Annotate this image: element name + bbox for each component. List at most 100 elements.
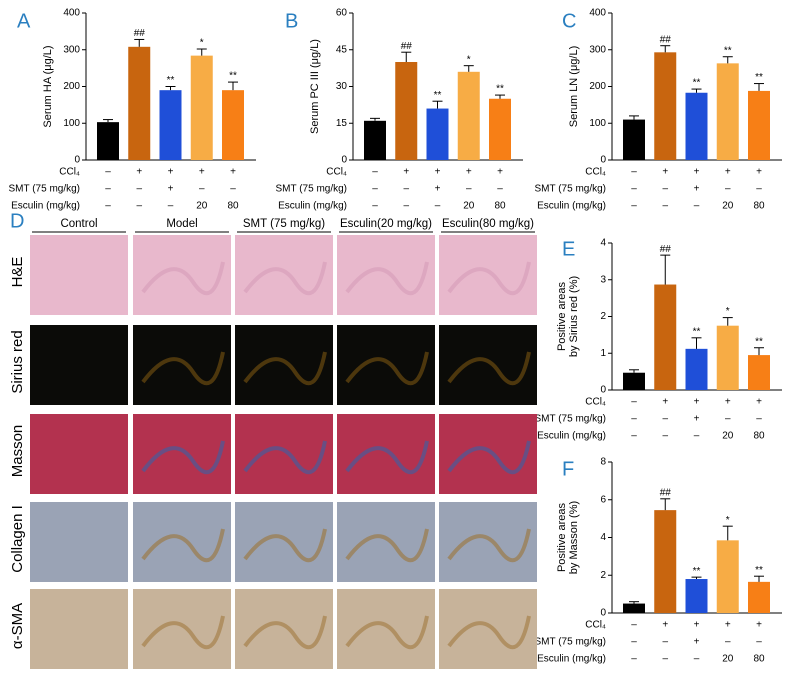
panel-letter: F (562, 458, 574, 480)
significance-marker: ** (693, 78, 701, 89)
treatment-cell: – (168, 201, 174, 212)
stain-pattern (345, 261, 429, 296)
micrograph (337, 502, 435, 582)
treatment-cell: – (631, 654, 637, 665)
panel-letter: A (17, 10, 31, 32)
row-label: Masson (9, 425, 26, 478)
treatment-cell: – (631, 184, 637, 195)
bar (748, 90, 770, 160)
micrograph (337, 325, 435, 405)
treatment-cell: – (136, 184, 142, 195)
treatment-cell: 80 (753, 431, 765, 442)
treatment-cell: – (662, 431, 668, 442)
treatment-label: CCl₄ (585, 167, 606, 178)
treatment-cell: – (694, 431, 700, 442)
treatment-cell: – (694, 201, 700, 212)
y-tick-label: 15 (336, 118, 348, 129)
column-header: SMT (75 mg/kg) (243, 218, 325, 230)
treatment-cell: + (694, 414, 700, 425)
treatment-label: SMT (75 mg/kg) (276, 184, 348, 195)
treatment-cell: + (497, 167, 503, 178)
treatment-cell: – (662, 654, 668, 665)
y-axis-label: by Sirius red (%) (568, 276, 580, 357)
bar (685, 92, 708, 160)
row-label: Collagen I (9, 505, 26, 573)
bar (623, 603, 645, 613)
treatment-cell: + (756, 620, 762, 631)
y-tick-label: 400 (589, 8, 606, 19)
treatment-cell: – (372, 201, 378, 212)
significance-marker: ** (496, 84, 504, 95)
treatment-label: SMT (75 mg/kg) (535, 414, 607, 425)
significance-marker: ## (660, 244, 672, 255)
treatment-cell: 20 (196, 201, 208, 212)
treatment-label: CCl₄ (326, 167, 347, 178)
stain-pattern (447, 261, 531, 296)
treatment-cell: – (631, 431, 637, 442)
treatment-label: Esculin (mg/kg) (11, 201, 80, 212)
micrograph (235, 589, 333, 669)
treatment-cell: 80 (753, 654, 765, 665)
treatment-cell: + (756, 167, 762, 178)
bar (685, 579, 708, 613)
micrograph (439, 414, 537, 494)
micrograph (439, 325, 537, 405)
treatment-cell: – (662, 414, 668, 425)
treatment-cell: – (435, 201, 441, 212)
y-tick-label: 0 (600, 155, 606, 166)
row-label: H&E (9, 257, 26, 288)
treatment-label: SMT (75 mg/kg) (535, 637, 607, 648)
significance-marker: * (200, 38, 204, 49)
y-tick-label: 2 (600, 570, 606, 581)
panel-letter: D (10, 210, 24, 232)
micrograph (439, 235, 537, 315)
significance-marker: ** (755, 565, 763, 576)
treatment-label: Esculin (mg/kg) (537, 431, 606, 442)
micrograph (337, 235, 435, 315)
treatment-cell: – (136, 201, 142, 212)
micrograph (133, 325, 231, 405)
bar (654, 510, 677, 613)
significance-marker: ## (660, 34, 672, 45)
bar (395, 62, 418, 160)
treatment-label: SMT (75 mg/kg) (9, 184, 81, 195)
treatment-cell: 80 (494, 201, 506, 212)
micrograph (235, 414, 333, 494)
treatment-cell: – (105, 167, 111, 178)
treatment-cell: – (631, 620, 637, 631)
y-tick-label: 3 (600, 274, 606, 285)
treatment-cell: – (631, 637, 637, 648)
treatment-cell: + (466, 167, 472, 178)
treatment-cell: – (497, 184, 503, 195)
micrograph (133, 414, 231, 494)
bar (716, 540, 739, 613)
micrograph (133, 502, 231, 582)
treatment-cell: – (372, 167, 378, 178)
y-tick-label: 30 (336, 81, 348, 92)
y-axis-label: Positive areas (556, 281, 568, 351)
micrograph (30, 235, 128, 315)
stain-pattern (243, 261, 327, 296)
treatment-cell: + (725, 167, 731, 178)
significance-marker: ## (134, 28, 146, 39)
bar (364, 120, 386, 160)
y-tick-label: 6 (600, 494, 606, 505)
treatment-cell: + (756, 397, 762, 408)
stain-pattern (141, 615, 225, 650)
bar (685, 348, 708, 390)
treatment-cell: + (662, 167, 668, 178)
treatment-cell: + (694, 167, 700, 178)
micrograph (337, 589, 435, 669)
treatment-label: Esculin (mg/kg) (278, 201, 347, 212)
micrograph (30, 502, 128, 582)
treatment-cell: 80 (227, 201, 239, 212)
treatment-cell: – (403, 184, 409, 195)
treatment-cell: 20 (463, 201, 475, 212)
bar (716, 63, 739, 160)
treatment-cell: – (662, 184, 668, 195)
treatment-cell: – (662, 201, 668, 212)
stain-pattern (447, 351, 531, 386)
treatment-cell: + (168, 167, 174, 178)
micrograph (337, 414, 435, 494)
y-tick-label: 2 (600, 311, 606, 322)
